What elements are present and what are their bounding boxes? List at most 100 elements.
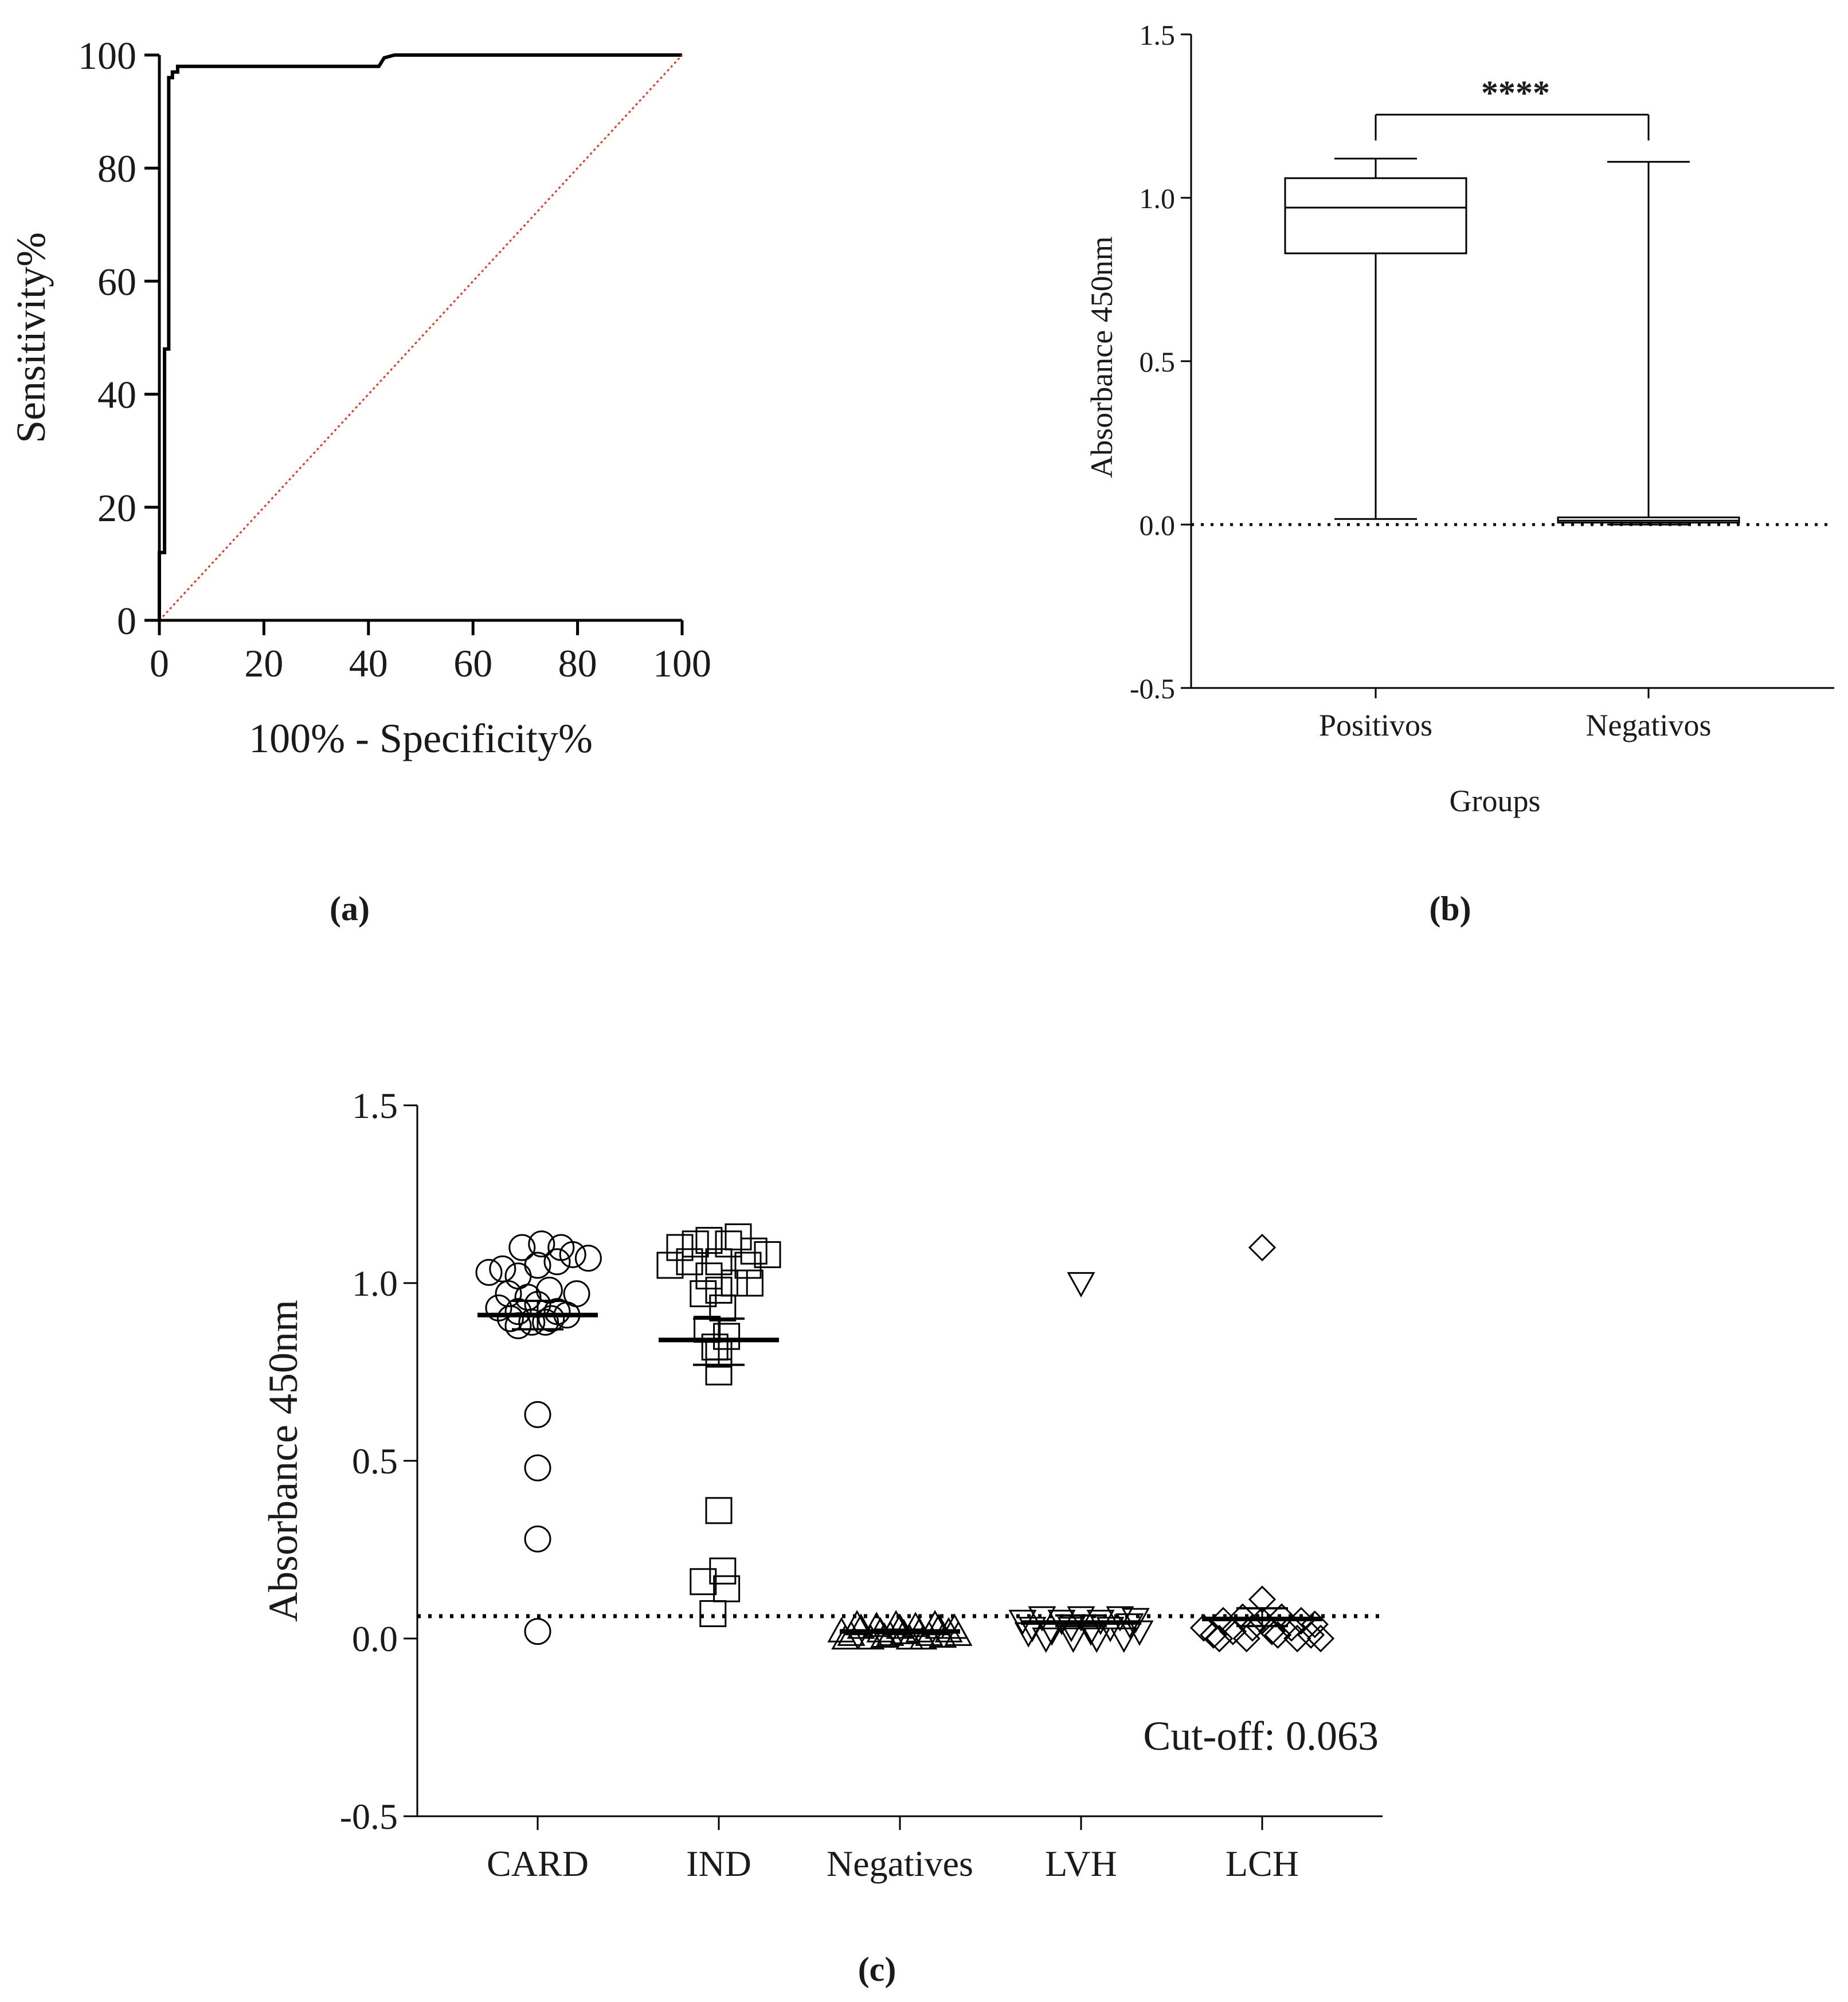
scatter-y-tick-label: 1.0 (352, 1263, 398, 1304)
box-y-tick-label: 1.0 (1140, 182, 1176, 214)
data-point-triangle-down (1106, 1606, 1134, 1632)
roc-x-tick-label: 0 (150, 642, 169, 685)
data-point-circle (524, 1454, 551, 1481)
data-point-triangle-up (870, 1622, 899, 1648)
data-point-circle (524, 1401, 551, 1428)
scatter-x-tick-label: IND (686, 1843, 751, 1884)
data-point-triangle-up (831, 1624, 860, 1650)
data-point-triangle-down (1067, 1272, 1095, 1298)
data-point-triangle-down (1115, 1613, 1144, 1639)
scatter-x-tick-label: Negatives (827, 1843, 973, 1884)
data-point-circle (518, 1308, 546, 1336)
data-point-square (734, 1252, 762, 1279)
data-point-triangle-up (929, 1622, 957, 1648)
scatter-y-tick-label: -0.5 (340, 1796, 398, 1837)
data-point-square (713, 1323, 741, 1350)
data-point-triangle-up (862, 1612, 891, 1637)
significance-stars: **** (1481, 74, 1550, 112)
box-y-tick-label: 0.0 (1140, 509, 1176, 541)
roc-y-tick-label: 80 (97, 147, 136, 190)
data-point-square (705, 1248, 733, 1276)
data-point-triangle-down (1059, 1627, 1087, 1653)
roc-curve-line (158, 53, 682, 620)
box-x-axis-label: Groups (1450, 784, 1541, 818)
data-point-circle (524, 1252, 551, 1279)
scatter-marks (417, 1223, 1383, 1653)
data-point-triangle-down (1110, 1627, 1138, 1653)
roc-panel: 0 20 40 60 80 100 0 20 40 60 80 100 Sensitivity% 1… (8, 34, 711, 928)
data-point-triangle-up (847, 1613, 875, 1639)
data-point-triangle-down (1067, 1606, 1095, 1632)
data-point-circle (528, 1230, 555, 1258)
box-y-tick-label: 1.5 (1140, 19, 1176, 51)
data-point-square (666, 1234, 694, 1261)
panel-label-b: (b) (1429, 890, 1471, 928)
data-point-square (690, 1280, 717, 1308)
data-point-circle (532, 1308, 559, 1336)
scatter-y-axis-label: Absorbance 450nm (260, 1300, 306, 1622)
data-point-circle (524, 1618, 551, 1645)
box-y-tick-label: 0.5 (1140, 346, 1176, 378)
box-x-tick-label: Positivos (1319, 708, 1432, 742)
data-point-circle (524, 1525, 551, 1553)
roc-y-tick-label: 100 (78, 34, 136, 77)
scatter-y-tick-label: 1.5 (352, 1085, 398, 1126)
data-point-square (690, 1568, 717, 1596)
roc-x-tick-label: 80 (558, 642, 597, 685)
data-point-triangle-up (940, 1613, 969, 1639)
scatter-y-ticks: -0.5 0.0 0.5 1.0 1.5 (340, 1085, 417, 1837)
box-y-ticks: -0.5 0.0 0.5 1.0 1.5 (1130, 19, 1191, 705)
data-point-diamond (1205, 1624, 1234, 1653)
roc-x-tick-label: 60 (453, 642, 492, 685)
data-point-triangle-up (901, 1612, 930, 1637)
scatter-x-tick-label: LVH (1045, 1843, 1117, 1884)
boxplot-marks (1191, 158, 1834, 526)
roc-y-tick-label: 40 (97, 373, 136, 417)
roc-y-tick-label: 20 (97, 486, 136, 530)
data-point-triangle-up (921, 1610, 949, 1636)
data-point-square (736, 1269, 764, 1297)
data-point-square (740, 1237, 768, 1265)
box-y-tick-label: -0.5 (1130, 672, 1175, 705)
data-point-triangle-up (843, 1610, 871, 1636)
scatter-y-tick-label: 0.5 (352, 1441, 398, 1481)
scatter-x-tick-label: LCH (1226, 1843, 1299, 1884)
roc-x-tick-label: 100 (653, 642, 711, 685)
data-point-triangle-up (909, 1624, 938, 1650)
roc-y-ticks: 0 20 40 60 80 100 (78, 34, 159, 643)
data-point-triangle-up (895, 1624, 924, 1650)
scatter-x-tick-label: CARD (487, 1843, 589, 1884)
data-point-square (699, 1600, 727, 1628)
data-point-square (656, 1252, 684, 1279)
data-point-square (709, 1294, 737, 1321)
roc-x-ticks: 0 20 40 60 80 100 (150, 620, 711, 685)
panel-label-a: (a) (330, 890, 370, 928)
data-point-circle (475, 1258, 503, 1286)
data-point-diamond (1238, 1614, 1267, 1642)
data-point-circle (574, 1245, 602, 1272)
data-point-square (705, 1276, 733, 1304)
data-point-diamond (1277, 1614, 1306, 1642)
box-y-axis-label: Absorbance 450nm (1084, 236, 1119, 478)
data-point-circle (547, 1234, 575, 1261)
data-point-diamond (1248, 1233, 1277, 1262)
data-point-circle (508, 1234, 536, 1261)
boxplot-panel: -0.5 0.0 0.5 1.0 1.5 Positivos Negativos ****… (1084, 19, 1834, 928)
data-point-square (682, 1230, 709, 1258)
data-point-circle (504, 1298, 532, 1325)
scatter-y-tick-label: 0.0 (352, 1618, 398, 1659)
roc-y-axis-label: Sensitivity% (8, 232, 54, 443)
data-point-square (725, 1223, 752, 1250)
roc-y-tick-label: 0 (117, 599, 136, 643)
box-x-tick-label: Negativos (1586, 708, 1712, 742)
scatter-panel: -0.50.00.51.01.5 CARD IND Negatives LVH LCH … (260, 1085, 1383, 1988)
data-point-triangle-down (1028, 1606, 1056, 1632)
cutoff-annotation: Cut-off: 0.063 (1143, 1713, 1379, 1759)
box-x-ticks: Positivos Negativos (1319, 688, 1712, 742)
data-point-circle (496, 1305, 524, 1332)
data-point-triangle-down (1032, 1627, 1060, 1653)
roc-reference-line (158, 54, 683, 621)
scatter-x-ticks: CARD IND Negatives LVH LCH (487, 1816, 1299, 1884)
